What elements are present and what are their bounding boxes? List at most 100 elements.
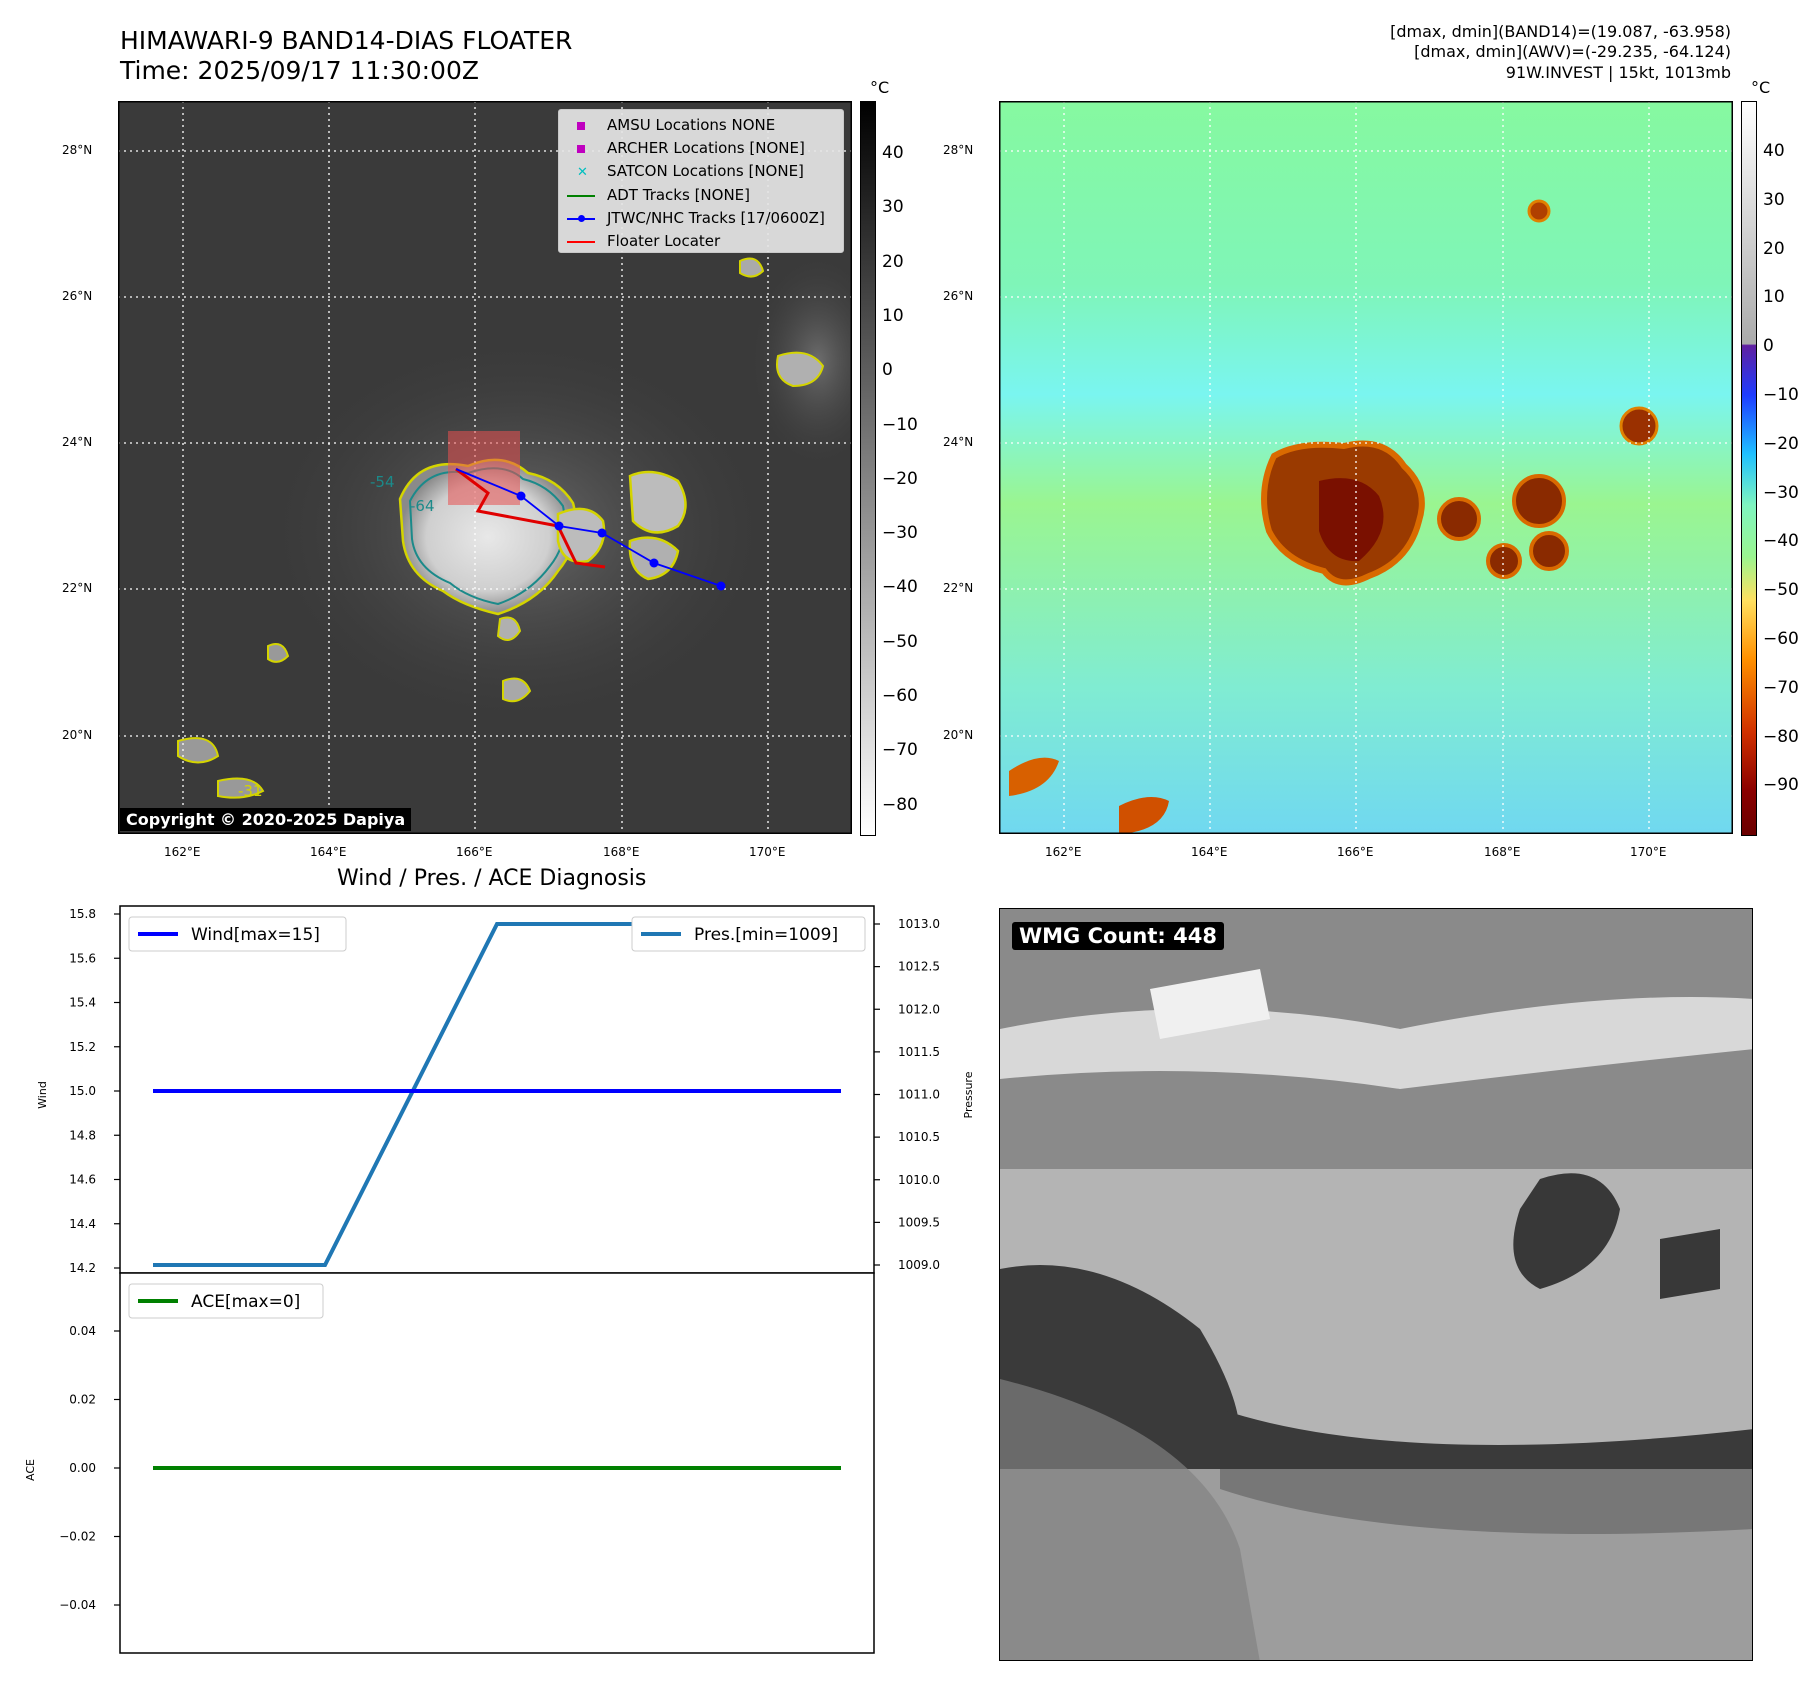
legend-jtwc: JTWC/NHC Tracks [17/0600Z] [567, 207, 825, 230]
awv-colorbar [1741, 101, 1757, 836]
colorbar-tick-label: −50 [882, 631, 918, 652]
colorbar-tick-label: −80 [1763, 726, 1799, 747]
colorbar-tick-label: 40 [882, 143, 904, 163]
ace-axes [119, 1272, 875, 1654]
info-awv: [dmax, dmin](AWV)=(-29.235, -64.124) [1414, 42, 1731, 61]
lat-label: 28°N [943, 143, 974, 157]
lat-label: 20°N [943, 728, 974, 742]
contour-label-a: -54 [370, 473, 395, 491]
wmg-count-badge: WMG Count: 448 [1012, 922, 1224, 950]
colorbar-tick-label: 30 [1763, 189, 1785, 210]
cell-w2 [177, 737, 220, 764]
lon-label: 162°E [164, 845, 201, 859]
ace-ylabel: ACE [24, 1459, 37, 1481]
cell-ne2 [739, 257, 765, 278]
awv-cell-5 [1527, 199, 1551, 223]
legend-archer: ARCHER Locations [NONE] [577, 137, 825, 160]
lon-label: 170°E [749, 845, 786, 859]
wind-tick-label: 14.4 [69, 1217, 96, 1231]
lon-label: 170°E [1630, 845, 1667, 859]
awv-frame [999, 101, 1733, 834]
awv-cell-3 [1529, 531, 1569, 571]
lat-label: 26°N [943, 289, 974, 303]
ace-legend-box [128, 1283, 324, 1319]
floater-line-icon [567, 240, 595, 243]
colorbar-tick-label: −70 [882, 740, 918, 761]
wmg-dark-blob [1513, 1173, 1620, 1289]
colorbar-tick-label: 40 [1763, 141, 1785, 161]
colorbar-tick-label: 0 [882, 360, 893, 381]
cell-south [496, 616, 522, 641]
wind-tick-label: 15.2 [69, 1040, 96, 1054]
colorbar-tick-label: −90 [1763, 775, 1799, 796]
jtwc-track [455, 468, 722, 587]
cell-east [556, 507, 606, 564]
colorbar-tick-label: 20 [882, 251, 904, 272]
ir-colorbar [860, 101, 876, 836]
ir-map-panel: -54 -64 -31 AMSU Locations NONE ARCHER L… [118, 101, 888, 834]
awv-colorbar-unit: °C [1751, 78, 1771, 97]
cell-s2 [502, 677, 532, 703]
lon-label: 164°E [310, 845, 347, 859]
cell-w1 [267, 643, 290, 663]
colorbar-tick-label: −30 [1763, 482, 1799, 503]
pres-legend-box [631, 916, 866, 952]
wind-ylabel: Wind [36, 1081, 49, 1109]
legend-satcon: ✕ SATCON Locations [NONE] [577, 160, 825, 184]
info-band14: [dmax, dmin](BAND14)=(19.087, -63.958) [1390, 22, 1731, 41]
ace-tick-label: −0.04 [59, 1598, 96, 1612]
wind-ticks: 15.8 15.6 15.4 15.2 15.0 14.8 14.6 14.4 14.2 [69, 907, 120, 1275]
archer-marker-icon [577, 145, 585, 153]
colorbar-tick-label: −70 [1763, 677, 1799, 698]
ace-ticks: 0.04 0.02 0.00 −0.02 −0.04 [59, 1324, 120, 1612]
colorbar-tick-label: −50 [1763, 580, 1799, 601]
pres-legend: Pres.[min=1009] [694, 925, 838, 945]
wind-tick-label: 15.8 [69, 907, 96, 921]
lat-label: 26°N [62, 289, 93, 303]
diag-title: Wind / Pres. / ACE Diagnosis [337, 866, 647, 891]
lat-label: 28°N [62, 143, 93, 157]
chart-title: HIMAWARI-9 BAND14-DIAS FLOATER [120, 26, 573, 55]
copyright-label: Copyright © 2020-2025 Dapiya [120, 808, 412, 831]
pres-tick-label: 1012.5 [898, 960, 940, 974]
awv-core-inner [1319, 478, 1384, 562]
legend-amsu: AMSU Locations NONE [577, 114, 825, 137]
lon-label: 168°E [603, 845, 640, 859]
pres-tick-label: 1010.0 [898, 1173, 940, 1187]
contour-label-b: -64 [410, 497, 435, 515]
colorbar-tick-label: −60 [1763, 629, 1799, 649]
wind-tick-label: 14.8 [69, 1128, 96, 1142]
colorbar-tick-label: 0 [1763, 336, 1774, 357]
wind-tick-label: 14.2 [69, 1261, 96, 1275]
pres-ylabel: Pressure [962, 1071, 975, 1118]
wmg-dark-blob-2 [1660, 1229, 1720, 1299]
colorbar-tick-label: −80 [882, 794, 918, 815]
satcon-marker-icon: ✕ [577, 165, 588, 180]
lat-label: 20°N [62, 728, 93, 742]
pres-tick-label: 1010.5 [898, 1130, 940, 1144]
cell-w3 [217, 777, 265, 799]
colorbar-tick-label: −20 [1763, 433, 1799, 454]
awv-cell-1 [1437, 497, 1481, 541]
pres-tick-label: 1009.0 [898, 1258, 940, 1272]
awv-map [999, 101, 1733, 834]
awv-cell-sw [1119, 797, 1169, 834]
legend-floater: Floater Locater [567, 230, 825, 253]
pres-tick-label: 1011.5 [898, 1045, 940, 1059]
lon-label: 168°E [1484, 845, 1521, 859]
pres-tick-label: 1011.0 [898, 1088, 940, 1102]
ace-tick-label: 0.02 [69, 1393, 96, 1407]
wind-legend: Wind[max=15] [191, 925, 320, 945]
diag-chart: 15.8 15.6 15.4 15.2 15.0 14.8 14.6 14.4 14.2 101… [24, 905, 975, 1654]
awv-map-panel [999, 101, 1733, 834]
cell-east2 [628, 470, 687, 534]
colorbar-tick-label: −10 [1763, 385, 1799, 405]
colorbar-tick-label: −30 [882, 523, 918, 544]
colorbar-tick-label: 10 [882, 305, 904, 326]
ace-tick-label: −0.02 [59, 1530, 96, 1544]
wind-tick-label: 14.6 [69, 1173, 96, 1187]
awv-cell-6 [1619, 406, 1659, 446]
colorbar-tick-label: −40 [1763, 531, 1799, 552]
awv-gridlines [999, 101, 1733, 834]
lon-label: 166°E [1337, 845, 1374, 859]
